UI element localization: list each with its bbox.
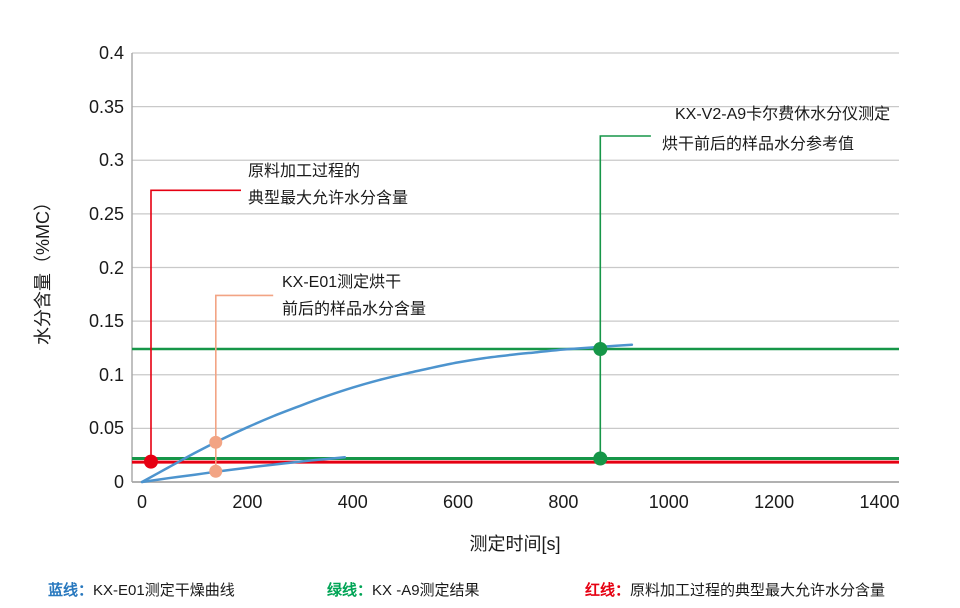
legend-item-1-color-prefix: 蓝线： — [48, 582, 94, 599]
y-tick-label-0.05: 0.05 — [88, 418, 124, 439]
x-tick-label-400: 400 — [337, 492, 368, 512]
x-tick-label-1400: 1400 — [859, 492, 900, 512]
annotation-kx-v2-a9-line-2: 烘干前后的样品水分参考值 — [662, 136, 855, 153]
y-tick-label-0.4: 0.4 — [98, 43, 124, 63]
x-tick-label-0: 0 — [136, 492, 147, 512]
red-point — [143, 454, 158, 469]
y-tick-label-0.35: 0.35 — [88, 96, 124, 117]
x-tick-label-200: 200 — [232, 492, 263, 512]
annotation-kx-e01-line-1: KX-E01测定烘干 — [282, 274, 402, 291]
orange-point-before — [209, 435, 223, 449]
y-axis-title: 水分含量（%MC） — [33, 193, 53, 345]
legend-item-3: 红线：原料加工过程的典型最大允许水分含量 — [585, 581, 885, 601]
annotation-max-allowed-line-2: 典型最大允许水分含量 — [248, 190, 409, 207]
plot-area — [131, 52, 899, 484]
blue-drying-curve-upper — [140, 343, 634, 484]
annotation-kx-v2-a9-line-1: KX-V2-A9卡尔费休水分仪测定 — [675, 106, 891, 123]
annotation-kx-e01-line-2: 前后的样品水分含量 — [282, 301, 427, 318]
legend-item-2-color-prefix: 绿线： — [327, 582, 373, 599]
legend-item-3-label: 原料加工过程的典型最大允许水分含量 — [630, 582, 886, 599]
y-tick-label-0: 0 — [113, 472, 124, 492]
annotation-kx-v2-a9-leader-line — [599, 135, 651, 459]
y-tick-label-0.3: 0.3 — [98, 150, 124, 171]
y-tick-label-0.25: 0.25 — [88, 203, 124, 224]
orange-point-after — [209, 464, 223, 478]
x-axis-title: 测定时间[s] — [469, 534, 561, 554]
y-tick-label-0.1: 0.1 — [98, 364, 124, 385]
blue-drying-curve-lower — [140, 456, 347, 484]
legend-item-1-label: KX-E01测定干燥曲线 — [93, 582, 235, 599]
legend-item-2: 绿线：KX -A9测定结果 — [327, 581, 480, 601]
green-point-before — [593, 342, 608, 357]
legend-item-2-label: KX -A9测定结果 — [372, 582, 480, 599]
annotation-max-allowed-line-1: 原料加工过程的 — [248, 163, 361, 180]
y-tick-label-0.2: 0.2 — [98, 257, 124, 278]
annotation-max-allowed-leader-line — [150, 189, 241, 462]
y-tick-label-0.15: 0.15 — [88, 311, 124, 332]
x-tick-label-800: 800 — [548, 492, 579, 512]
legend-item-3-color-prefix: 红线： — [585, 582, 631, 599]
x-tick-label-1000: 1000 — [648, 492, 689, 512]
legend-item-1: 蓝线：KX-E01测定干燥曲线 — [48, 581, 235, 601]
annotation-kx-e01-leader-line — [215, 294, 274, 472]
green-point-after — [593, 451, 608, 466]
x-tick-label-600: 600 — [443, 492, 474, 512]
x-tick-label-1200: 1200 — [754, 492, 795, 512]
